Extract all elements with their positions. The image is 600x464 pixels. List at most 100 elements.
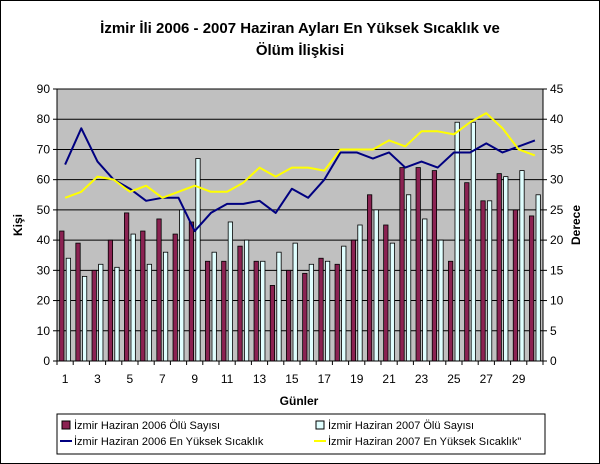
legend-label-2007-deaths: İzmir Haziran 2007 Ölü Sayısı: [328, 419, 474, 432]
bar-2006-deaths: [156, 218, 162, 362]
x-tick-label: 5: [127, 372, 134, 386]
bar-series: [59, 121, 541, 362]
bar-2006-deaths: [480, 200, 486, 362]
chart-title-line-1: İzmir İli 2006 - 2007 Haziran Ayları En …: [100, 20, 500, 37]
bar-2006-deaths: [302, 272, 308, 362]
y-axis-right-ticks: 0 5 10 15 20 25 30 35 40 45: [542, 82, 564, 368]
chart-title-line-2: Ölüm İlişkisi: [256, 42, 344, 59]
y-tick-label-left: 70: [37, 142, 51, 156]
legend-label-2006-temp: İzmir Haziran 2006 En Yüksek Sıcaklık: [74, 435, 264, 448]
bar-2007-deaths: [227, 221, 233, 362]
x-axis-label: Günler: [280, 394, 319, 408]
y-tick-label-right: 40: [550, 112, 564, 126]
bar-2007-deaths: [486, 200, 493, 362]
bar-2007-deaths: [162, 251, 169, 362]
bar-2007-deaths: [405, 194, 412, 362]
bar-2006-deaths: [172, 233, 178, 362]
x-tick-label: 11: [221, 372, 234, 386]
legend-swatch-2007-deaths: [315, 420, 325, 430]
bar-2007-deaths: [81, 275, 88, 362]
y-tick-label-left: 10: [37, 324, 51, 338]
x-tick-label: 27: [480, 372, 494, 386]
y-tick-label-right: 25: [550, 203, 564, 217]
bar-2006-deaths: [318, 257, 324, 362]
bar-2006-deaths: [91, 269, 97, 362]
bar-2007-deaths: [130, 233, 136, 362]
bar-2007-deaths: [422, 218, 428, 362]
bar-2007-deaths: [195, 158, 201, 362]
y-tick-label-left: 60: [37, 173, 51, 187]
bar-2006-deaths: [221, 260, 227, 362]
bar-2007-deaths: [211, 251, 217, 362]
y-tick-label-left: 90: [37, 82, 51, 96]
x-tick-label: 1: [62, 372, 69, 386]
bar-2007-deaths: [260, 260, 266, 362]
y-axis-right-label: Derece: [569, 205, 583, 245]
y-tick-label-right: 20: [550, 233, 564, 247]
bar-2007-deaths: [341, 245, 347, 362]
x-tick-label: 3: [94, 372, 101, 386]
bar-2006-deaths: [399, 167, 405, 362]
bar-2007-deaths: [503, 176, 509, 362]
line-series: [64, 112, 536, 233]
bar-2006-deaths: [253, 260, 259, 362]
x-tick-label: 15: [285, 372, 299, 386]
bar-2006-deaths: [188, 221, 195, 362]
legend: İzmir Haziran 2006 Ölü Sayısı İzmir Hazi…: [56, 413, 546, 455]
y-tick-label-right: 15: [550, 263, 564, 277]
x-tick-label: 21: [382, 372, 396, 386]
y-axis-left-ticks: 0 10 20 30 40 50 60 70 80 90: [37, 82, 58, 368]
bar-2007-deaths: [470, 121, 476, 362]
y-tick-label-right: 30: [550, 173, 564, 187]
bar-2007-deaths: [276, 251, 282, 362]
x-tick-label: 25: [447, 372, 461, 386]
bar-2006-deaths: [334, 263, 340, 362]
bar-2007-deaths: [146, 263, 152, 362]
bar-2007-deaths: [308, 263, 314, 362]
bar-2007-deaths: [65, 257, 71, 362]
bar-2006-deaths: [367, 194, 373, 362]
bar-2006-deaths: [448, 260, 454, 362]
x-tick-label: 23: [415, 372, 429, 386]
plot-area: [56, 88, 544, 362]
line-2007-temperature: [64, 112, 536, 199]
y-tick-label-right: 35: [550, 142, 564, 156]
bar-2006-deaths: [415, 167, 421, 362]
x-tick-label: 17: [318, 372, 332, 386]
bar-2007-deaths: [373, 209, 379, 362]
bar-2006-deaths: [124, 212, 130, 362]
y-tick-label-left: 20: [37, 294, 51, 308]
legend-label-2007-temp: İzmir Haziran 2007 En Yüksek Sıcaklık": [328, 435, 521, 448]
x-axis-ticks: 1 3 5 7 9 11 13 15 17 19 21 23 25 27 29: [56, 360, 544, 386]
bar-2006-deaths: [107, 239, 114, 362]
y-tick-label-left: 30: [37, 263, 51, 277]
y-tick-label-right: 0: [550, 354, 557, 368]
bar-2006-deaths: [350, 239, 357, 362]
y-tick-label-left: 80: [37, 112, 51, 126]
legend-box: [56, 413, 546, 455]
legend-label-2006-deaths: İzmir Haziran 2006 Ölü Sayısı: [74, 419, 220, 432]
bar-2006-deaths: [269, 285, 276, 362]
bar-2007-deaths: [535, 194, 541, 362]
bar-2007-deaths: [114, 266, 120, 362]
x-tick-label: 9: [191, 372, 198, 386]
bar-2007-deaths: [438, 239, 444, 362]
bar-2006-deaths: [383, 224, 389, 362]
y-tick-label-left: 50: [37, 203, 51, 217]
bar-2006-deaths: [464, 182, 470, 362]
bar-2006-deaths: [140, 230, 146, 362]
bar-2007-deaths: [179, 209, 185, 362]
bar-2007-deaths: [519, 170, 525, 362]
bar-2007-deaths: [357, 224, 363, 362]
bar-2006-deaths: [529, 215, 535, 362]
bar-2006-deaths: [496, 173, 502, 362]
x-tick-label: 29: [512, 372, 526, 386]
bar-2007-deaths: [98, 263, 104, 362]
bar-2007-deaths: [454, 121, 460, 362]
y-tick-label-right: 5: [550, 324, 557, 338]
bar-2006-deaths: [205, 260, 211, 362]
y-tick-label-left: 40: [37, 233, 51, 247]
bar-2007-deaths: [389, 242, 395, 362]
bar-2006-deaths: [75, 242, 81, 362]
